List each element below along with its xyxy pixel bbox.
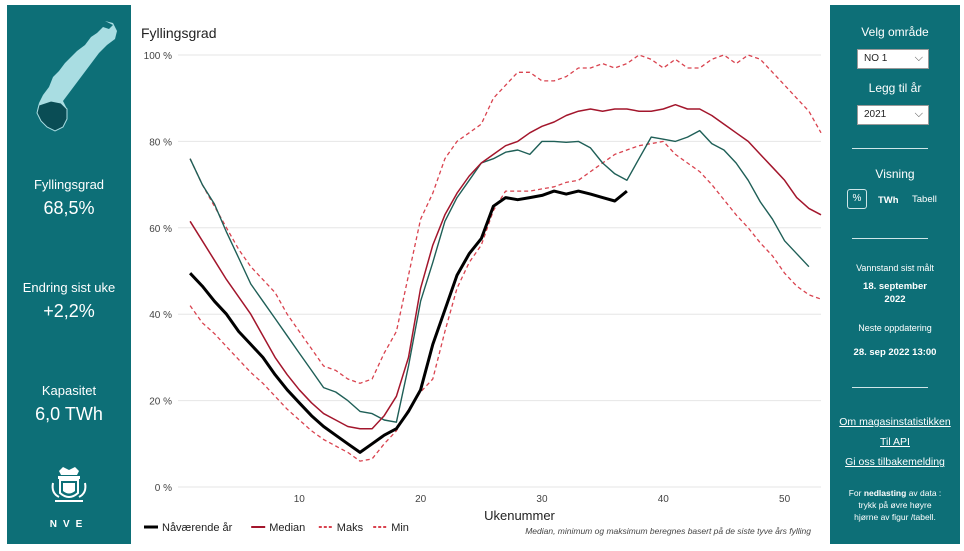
y-tick-label: 100 % bbox=[144, 51, 172, 62]
visning-toggle-twh[interactable]: TWh bbox=[878, 195, 899, 206]
visning-label: Visning bbox=[875, 167, 915, 181]
omrade-label: Velg område bbox=[861, 25, 929, 39]
x-tick-label: 30 bbox=[536, 494, 548, 505]
legend-label: Min bbox=[391, 522, 409, 534]
ar-select[interactable]: 2021 ⌵ bbox=[857, 105, 929, 125]
kpi-label: Endring sist uke bbox=[22, 280, 116, 295]
neste-value: 28. sep 2022 13:00 bbox=[853, 347, 937, 358]
download-info-line3: hjørne av figur /tabell. bbox=[854, 512, 936, 522]
line-chart[interactable]: 0 % 20 % 40 % 60 % 80 % 100 % 10 20 30 40 50 Ukenum… bbox=[136, 5, 826, 544]
download-info: For nedlasting av data : trykk på øvre h… bbox=[830, 487, 960, 523]
legend-label: Median bbox=[269, 522, 305, 534]
chart-footnote: Median, minimum og maksimum beregnes bas… bbox=[525, 526, 811, 536]
series-line-n-v-rende-r bbox=[189, 189, 628, 454]
series-line-min bbox=[189, 140, 822, 462]
omrade-select[interactable]: NO 1 ⌵ bbox=[857, 49, 929, 69]
kpi-endring: Endring sist uke +2,2% bbox=[7, 280, 131, 322]
left-summary-panel: Fyllingsgrad 68,5% Endring sist uke +2,2… bbox=[7, 5, 131, 544]
series-line-maks bbox=[189, 54, 822, 384]
kpi-label: Fyllingsgrad bbox=[33, 177, 105, 192]
kpi-fyllingsgrad: Fyllingsgrad 68,5% bbox=[7, 177, 131, 219]
kpi-value: 6,0 TWh bbox=[35, 404, 103, 424]
visning-toggle-percent[interactable]: % bbox=[847, 189, 867, 209]
ar-label: Legg til år bbox=[868, 81, 922, 95]
right-control-panel: Velg område NO 1 ⌵ Legg til år 2021 ⌵ Vi… bbox=[830, 5, 960, 544]
visning-toggle-tabell[interactable]: Tabell bbox=[912, 194, 937, 205]
kpi-label: Kapasitet bbox=[41, 383, 97, 398]
ar-select-value: 2021 bbox=[864, 109, 887, 120]
nve-logo-text: NVE bbox=[49, 519, 89, 530]
kpi-value: +2,2% bbox=[43, 301, 95, 321]
visning-option-label: Tabell bbox=[912, 194, 937, 205]
x-tick-label: 10 bbox=[294, 494, 306, 505]
x-tick-label: 20 bbox=[415, 494, 427, 505]
chevron-down-icon: ⌵ bbox=[914, 52, 923, 64]
x-tick-label: 50 bbox=[779, 494, 791, 505]
download-info-line2: trykk på øvre høyre bbox=[858, 500, 932, 510]
x-tick-label: 40 bbox=[658, 494, 670, 505]
chevron-down-icon: ⌵ bbox=[914, 108, 923, 120]
download-info-line1: For nedlasting av data : bbox=[848, 488, 942, 498]
x-axis-label: Ukenummer bbox=[484, 508, 555, 523]
divider bbox=[852, 148, 928, 149]
kpi-kapasitet: Kapasitet 6,0 TWh bbox=[7, 383, 131, 425]
legend-label: Maks bbox=[337, 522, 364, 534]
y-tick-label: 60 % bbox=[149, 224, 172, 235]
vannstand-date-line2: 2022 bbox=[884, 294, 906, 305]
link-til-api[interactable]: Til API bbox=[880, 436, 910, 448]
divider bbox=[852, 238, 928, 239]
y-tick-label: 80 % bbox=[149, 137, 172, 148]
link-tilbakemelding[interactable]: Gi oss tilbakemelding bbox=[845, 456, 945, 468]
y-tick-label: 40 % bbox=[149, 310, 172, 321]
link-om-magasinstatistikken[interactable]: Om magasinstatistikken bbox=[839, 416, 951, 428]
legend-label: Nåværende år bbox=[162, 522, 233, 534]
vannstand-date-line1: 18. september bbox=[863, 281, 927, 292]
nve-crest-icon bbox=[51, 467, 87, 502]
y-tick-label: 20 % bbox=[149, 397, 172, 408]
series-line-median bbox=[189, 103, 822, 430]
chart-area[interactable]: Fyllingsgrad 0 % 20 % 40 % 60 % 80 % 100 % 10 2… bbox=[136, 5, 826, 544]
norway-map-icon bbox=[36, 21, 117, 132]
kpi-value: 68,5% bbox=[43, 198, 95, 218]
neste-label: Neste oppdatering bbox=[858, 323, 932, 333]
divider bbox=[852, 387, 928, 388]
chart-title: Fyllingsgrad bbox=[141, 25, 217, 41]
omrade-select-value: NO 1 bbox=[864, 53, 888, 64]
y-tick-label: 0 % bbox=[155, 483, 172, 494]
visning-option-label: TWh bbox=[878, 195, 899, 206]
series-line-comparison-year bbox=[189, 129, 810, 423]
visning-option-label: % bbox=[852, 193, 862, 204]
vannstand-label: Vannstand sist målt bbox=[856, 263, 934, 273]
